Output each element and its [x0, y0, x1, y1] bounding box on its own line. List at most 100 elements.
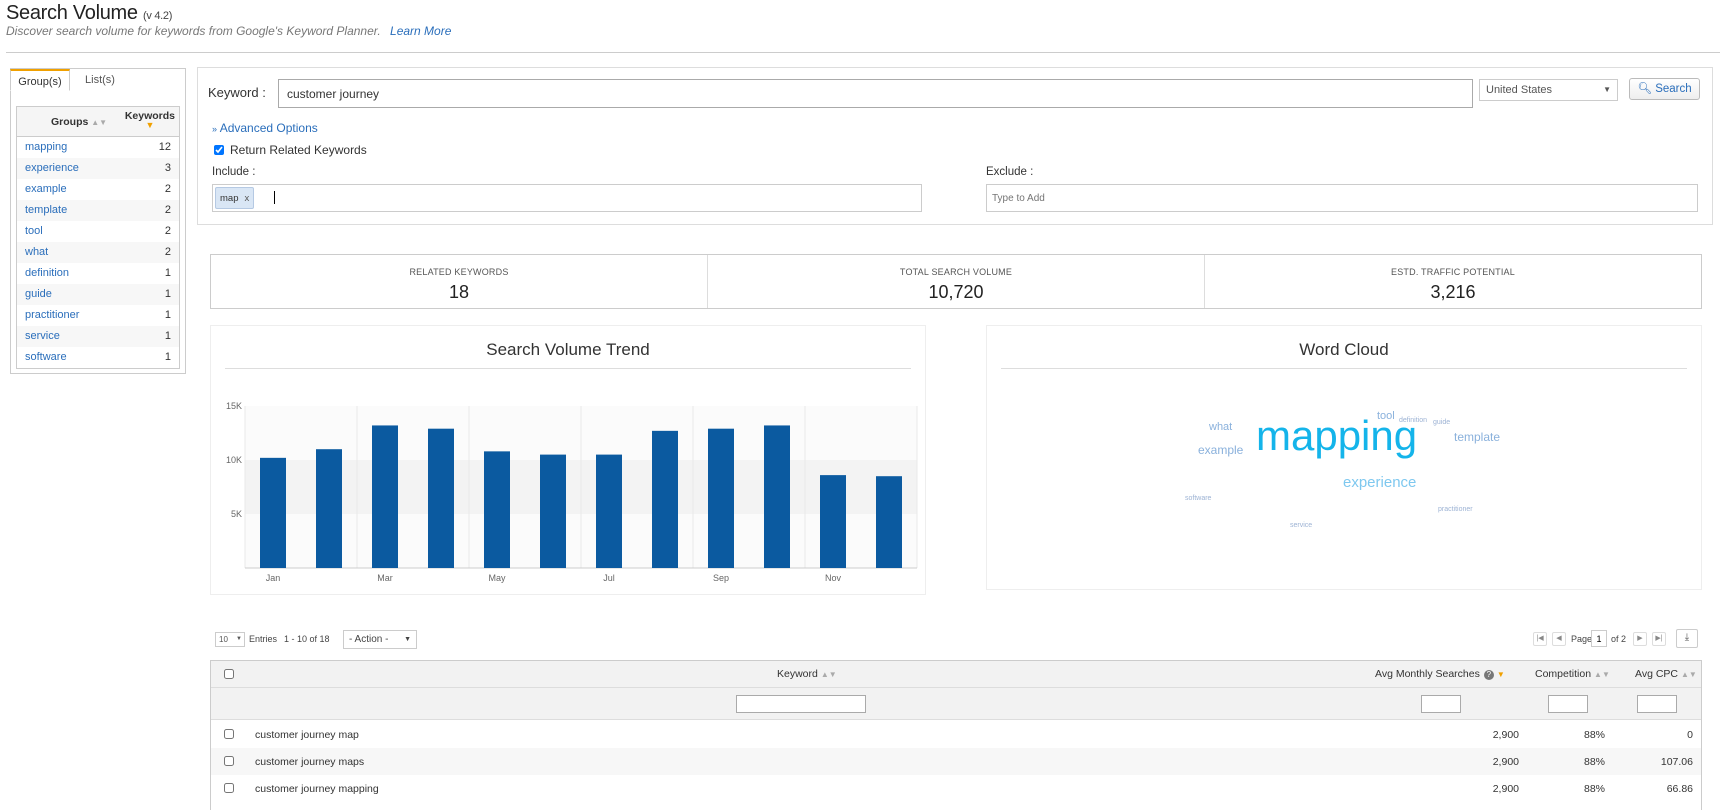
- group-row[interactable]: definition 1: [17, 263, 179, 284]
- group-count: 1: [164, 330, 171, 342]
- group-name[interactable]: example: [25, 183, 67, 195]
- group-name[interactable]: template: [25, 204, 68, 216]
- tab-groups[interactable]: Group(s): [10, 69, 70, 91]
- return-related-checkbox[interactable]: [214, 145, 224, 155]
- select-all-checkbox[interactable]: [224, 669, 234, 679]
- export-button[interactable]: ⤓: [1676, 629, 1698, 648]
- bar-nov[interactable]: [820, 475, 846, 568]
- word-cloud-word[interactable]: guide: [1433, 419, 1451, 426]
- last-page-button[interactable]: ▶|: [1652, 632, 1666, 646]
- row-checkbox[interactable]: [224, 756, 234, 766]
- keywords-column-header[interactable]: Keywords ▼: [125, 110, 175, 130]
- results-table: Keyword ▲▼ Avg Monthly Searches? ▼ Competi…: [210, 660, 1702, 810]
- bar-jul[interactable]: [596, 454, 622, 568]
- action-value: - Action -: [349, 634, 389, 645]
- page-number-input[interactable]: [1591, 630, 1607, 647]
- searches-filter-input[interactable]: [1421, 695, 1461, 713]
- remove-tag-icon[interactable]: x: [244, 193, 250, 204]
- group-name[interactable]: definition: [25, 267, 70, 279]
- row-checkbox[interactable]: [224, 729, 234, 739]
- group-row[interactable]: service 1: [17, 326, 179, 347]
- group-name[interactable]: service: [25, 330, 60, 342]
- group-name[interactable]: tool: [25, 225, 43, 237]
- group-row[interactable]: experience 3: [17, 158, 179, 179]
- stat-traffic-potential: ESTD. TRAFFIC POTENTIAL 3,216: [1205, 255, 1701, 308]
- word-cloud-word[interactable]: tool: [1377, 410, 1395, 422]
- word-cloud-word[interactable]: template: [1454, 430, 1501, 444]
- bar-may[interactable]: [484, 451, 510, 568]
- keyword-input[interactable]: [278, 79, 1473, 108]
- group-row[interactable]: practitioner 1: [17, 305, 179, 326]
- avg-cpc-column-header[interactable]: Avg CPC ▲▼: [1635, 668, 1697, 680]
- word-cloud-word[interactable]: practitioner: [1438, 506, 1473, 513]
- group-name[interactable]: software: [25, 351, 67, 363]
- learn-more-link[interactable]: Learn More: [390, 24, 452, 38]
- bar-jan[interactable]: [260, 457, 286, 568]
- groups-table-header: Groups ▲▼ Keywords ▼: [17, 107, 179, 137]
- competition-filter-input[interactable]: [1548, 695, 1588, 713]
- group-count: 12: [158, 141, 171, 153]
- word-cloud-panel: Word Cloud mapping experience example templ…: [986, 325, 1702, 590]
- word-cloud-word[interactable]: software: [1185, 495, 1212, 502]
- group-name[interactable]: practitioner: [25, 309, 80, 321]
- group-name[interactable]: what: [25, 246, 49, 258]
- bar-apr[interactable]: [428, 428, 454, 568]
- next-page-button[interactable]: ▶: [1633, 632, 1647, 646]
- group-row[interactable]: template 2: [17, 200, 179, 221]
- sort-icon: ▲▼: [820, 670, 837, 679]
- entries-per-page-select[interactable]: 10 ▼: [215, 632, 245, 647]
- table-row: customer journey map 2,900 88% 0: [211, 721, 1701, 748]
- group-count: 1: [164, 309, 171, 321]
- x-tick-label: Jul: [603, 573, 615, 583]
- include-tag-text: map: [220, 193, 239, 204]
- group-row[interactable]: guide 1: [17, 284, 179, 305]
- y-tick-label: 15K: [226, 401, 242, 411]
- word-cloud-word[interactable]: what: [1209, 421, 1233, 433]
- bar-dec[interactable]: [876, 476, 902, 568]
- group-row[interactable]: example 2: [17, 179, 179, 200]
- first-page-button[interactable]: |◀: [1533, 632, 1547, 646]
- bar-feb[interactable]: [316, 449, 342, 568]
- include-input[interactable]: map x: [212, 184, 922, 212]
- results-toolbar: 10 ▼ Entries 1 - 10 of 18 - Action - ▼ |…: [210, 620, 1702, 660]
- competition-column-header[interactable]: Competition ▲▼: [1535, 668, 1610, 680]
- search-icon: 🔍︎: [1637, 83, 1652, 95]
- groups-column-header[interactable]: Groups ▲▼: [51, 116, 107, 128]
- groups-list: mapping 12 experience 3 example 2 template 2 too…: [17, 137, 179, 368]
- table-row: customer journey maps 2,900 88% 107.06: [211, 748, 1701, 775]
- tab-lists[interactable]: List(s): [85, 74, 115, 86]
- bar-aug[interactable]: [652, 430, 678, 568]
- word-cloud-word[interactable]: experience: [1343, 474, 1417, 491]
- word-cloud-word[interactable]: definition: [1399, 417, 1428, 424]
- group-name[interactable]: guide: [25, 288, 52, 300]
- row-checkbox[interactable]: [224, 783, 234, 793]
- group-row[interactable]: what 2: [17, 242, 179, 263]
- action-select[interactable]: - Action - ▼: [343, 630, 417, 649]
- group-row[interactable]: tool 2: [17, 221, 179, 242]
- group-row[interactable]: mapping 12: [17, 137, 179, 158]
- bar-oct[interactable]: [764, 425, 790, 568]
- help-icon[interactable]: ?: [1483, 670, 1494, 680]
- advanced-options-toggle[interactable]: » Advanced Options: [212, 121, 318, 135]
- country-select[interactable]: United States ▼: [1479, 79, 1618, 101]
- title-text: Search Volume: [6, 2, 138, 24]
- search-button[interactable]: 🔍︎ Search: [1629, 78, 1700, 100]
- cpc-filter-input[interactable]: [1637, 695, 1677, 713]
- keyword-filter-input[interactable]: [736, 695, 866, 713]
- bar-jun[interactable]: [540, 454, 566, 568]
- group-name[interactable]: experience: [25, 162, 79, 174]
- keyword-column-header[interactable]: Keyword ▲▼: [777, 668, 837, 680]
- word-cloud-word[interactable]: example: [1198, 443, 1244, 457]
- group-name[interactable]: mapping: [25, 141, 68, 153]
- bar-sep[interactable]: [708, 428, 734, 568]
- x-tick-label: Mar: [377, 573, 393, 583]
- avg-monthly-searches-column-header[interactable]: Avg Monthly Searches? ▼: [1375, 668, 1505, 680]
- page-label: Page: [1571, 634, 1593, 644]
- stats-bar: RELATED KEYWORDS 18 TOTAL SEARCH VOLUME …: [210, 254, 1702, 309]
- prev-page-button[interactable]: ◀: [1552, 632, 1566, 646]
- exclude-input[interactable]: [986, 184, 1698, 212]
- group-row[interactable]: software 1: [17, 347, 179, 368]
- word-cloud-word[interactable]: service: [1290, 522, 1313, 529]
- bar-mar[interactable]: [372, 425, 398, 568]
- word-cloud-word[interactable]: mapping: [1256, 412, 1418, 459]
